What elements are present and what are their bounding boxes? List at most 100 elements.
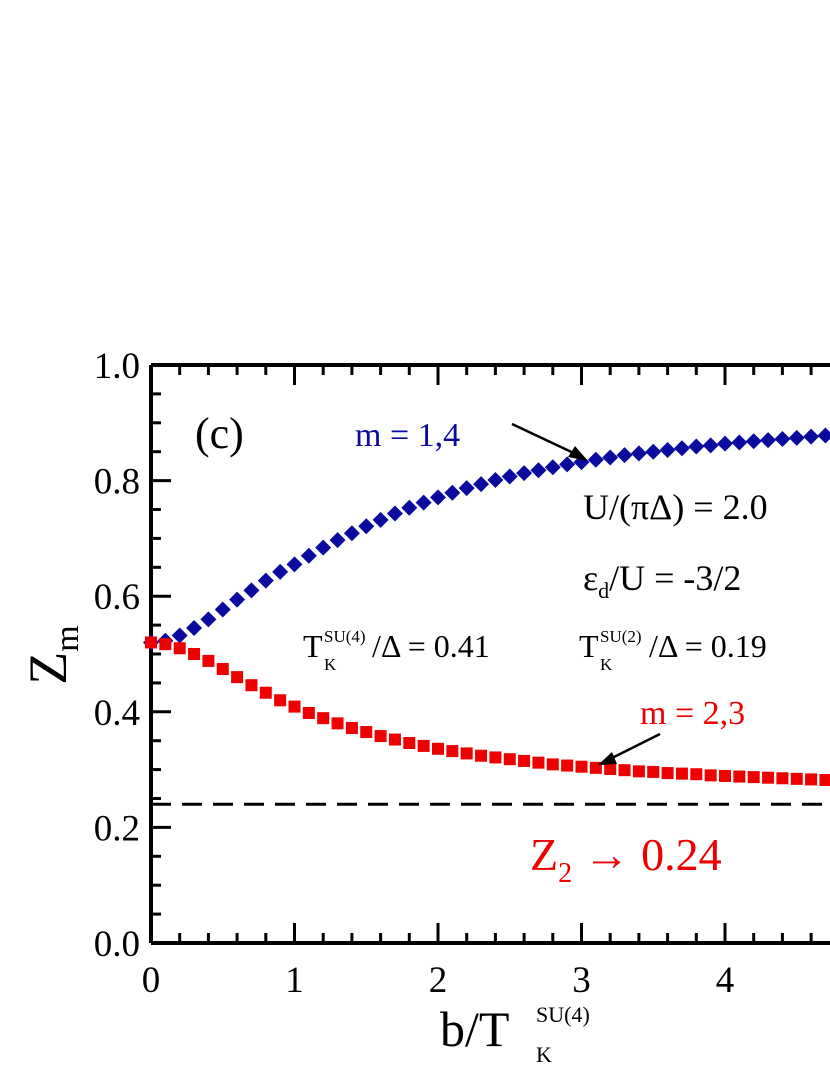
series-2-point [331, 717, 344, 730]
x-tick-labels: 0 1 2 3 4 [142, 960, 735, 1001]
param-ed: εd/U = -3/2 [583, 558, 741, 603]
param-u: U/(πΔ) = 2.0 [583, 487, 768, 527]
series-2-point [374, 730, 387, 743]
series-1-point [587, 451, 604, 468]
series-2-point [819, 774, 830, 787]
series-2-point [159, 638, 172, 651]
arrow-series-1 [511, 422, 588, 461]
series-1-point [688, 438, 705, 455]
series-2-point [690, 768, 703, 781]
series-1-point [415, 494, 432, 511]
x-tick-label: 2 [429, 960, 448, 1001]
series-1-point [630, 445, 647, 462]
series-2-point [704, 769, 717, 782]
series-1-point [386, 505, 403, 522]
series-2-point [632, 765, 645, 778]
y-axis-title: Zm [18, 625, 86, 684]
series-1-point [501, 468, 518, 485]
series-2-points [145, 636, 830, 787]
series-1-point [329, 532, 346, 549]
series-2-point [790, 772, 803, 785]
series-2-point [302, 706, 315, 719]
series-2-point [561, 759, 574, 772]
series-2-point [647, 765, 660, 778]
series-1-point [616, 447, 633, 464]
series-2-point [360, 726, 373, 739]
x-tick-label: 0 [142, 960, 161, 1001]
series-1-point [286, 556, 303, 573]
y-axis-title-sub: m [49, 625, 86, 651]
series-1-point [702, 437, 719, 454]
series-2-point [417, 739, 430, 752]
series-1-point [200, 611, 217, 628]
series-1-point [788, 429, 805, 446]
series-1-point [171, 627, 188, 644]
param-tk4-sub: K [324, 655, 337, 674]
series-1-point [473, 476, 490, 493]
series-2-point [532, 756, 545, 769]
series-2-point [489, 751, 502, 764]
series-2-point [188, 648, 201, 660]
series-1-point [430, 489, 446, 506]
series-2-point [518, 754, 531, 767]
series-1-point [745, 433, 762, 450]
x-tick-label: 3 [572, 960, 591, 1001]
series-2-point [231, 671, 244, 684]
series-2-label: m = 2,3 [640, 695, 745, 732]
series-2-point [575, 760, 588, 773]
y-tick-label: 0.2 [94, 808, 140, 849]
x-tick-label: 1 [285, 960, 304, 1001]
series-1-point [774, 430, 791, 447]
series-2-point [762, 771, 775, 784]
param-tk2-rest: /Δ = 0.19 [649, 628, 767, 664]
series-2-point [388, 733, 401, 746]
panel-label: (c) [195, 409, 244, 458]
series-1-label: m = 1,4 [355, 417, 460, 454]
series-1-point [602, 449, 619, 466]
series-2-point [274, 694, 287, 707]
series-1-point [731, 434, 748, 451]
series-2-point [446, 745, 459, 758]
series-2-point [733, 770, 746, 783]
series-2-point [432, 742, 444, 755]
series-1-point [257, 572, 274, 589]
series-2-point [259, 686, 272, 699]
series-2-point [776, 772, 789, 785]
y-tick-label: 0.8 [94, 462, 140, 503]
series-2-point [288, 700, 301, 713]
param-tk4-main: T [303, 628, 323, 664]
series-2-point [145, 636, 157, 649]
series-2-point [345, 721, 358, 734]
x-tick-label: 4 [716, 960, 735, 1001]
x-axis-title-sup: SU(4) [536, 1002, 590, 1027]
series-1-point [343, 525, 360, 542]
series-1-point [401, 499, 418, 516]
param-tk2-sup: SU(2) [600, 627, 642, 646]
series-1-point [444, 484, 461, 501]
series-1-point [817, 427, 830, 444]
x-axis-title: b/T [440, 1001, 509, 1057]
series-1-point [544, 459, 561, 476]
series-1-point [272, 563, 289, 580]
y-tick-label: 1.0 [94, 346, 140, 387]
series-1-point [315, 539, 332, 556]
series-1-point [717, 435, 733, 452]
series-1-point [186, 619, 203, 636]
param-tk4-sup: SU(4) [324, 627, 366, 646]
y-tick-label: 0.0 [94, 924, 140, 965]
param-tk2-sub: K [600, 655, 613, 674]
series-2-point [216, 663, 229, 676]
series-1-point [659, 441, 676, 458]
series-2-point [747, 771, 760, 784]
series-2-point [675, 767, 688, 780]
series-2-point [618, 764, 631, 777]
series-1-point [760, 432, 777, 449]
series-2-point [475, 749, 488, 762]
arrow-series-2 [598, 732, 661, 765]
series-1-point [372, 511, 389, 528]
series-1-point [458, 480, 475, 497]
series-1-point [645, 443, 662, 460]
limit-annotation-sub: 2 [558, 858, 572, 889]
series-1-point [358, 518, 375, 535]
